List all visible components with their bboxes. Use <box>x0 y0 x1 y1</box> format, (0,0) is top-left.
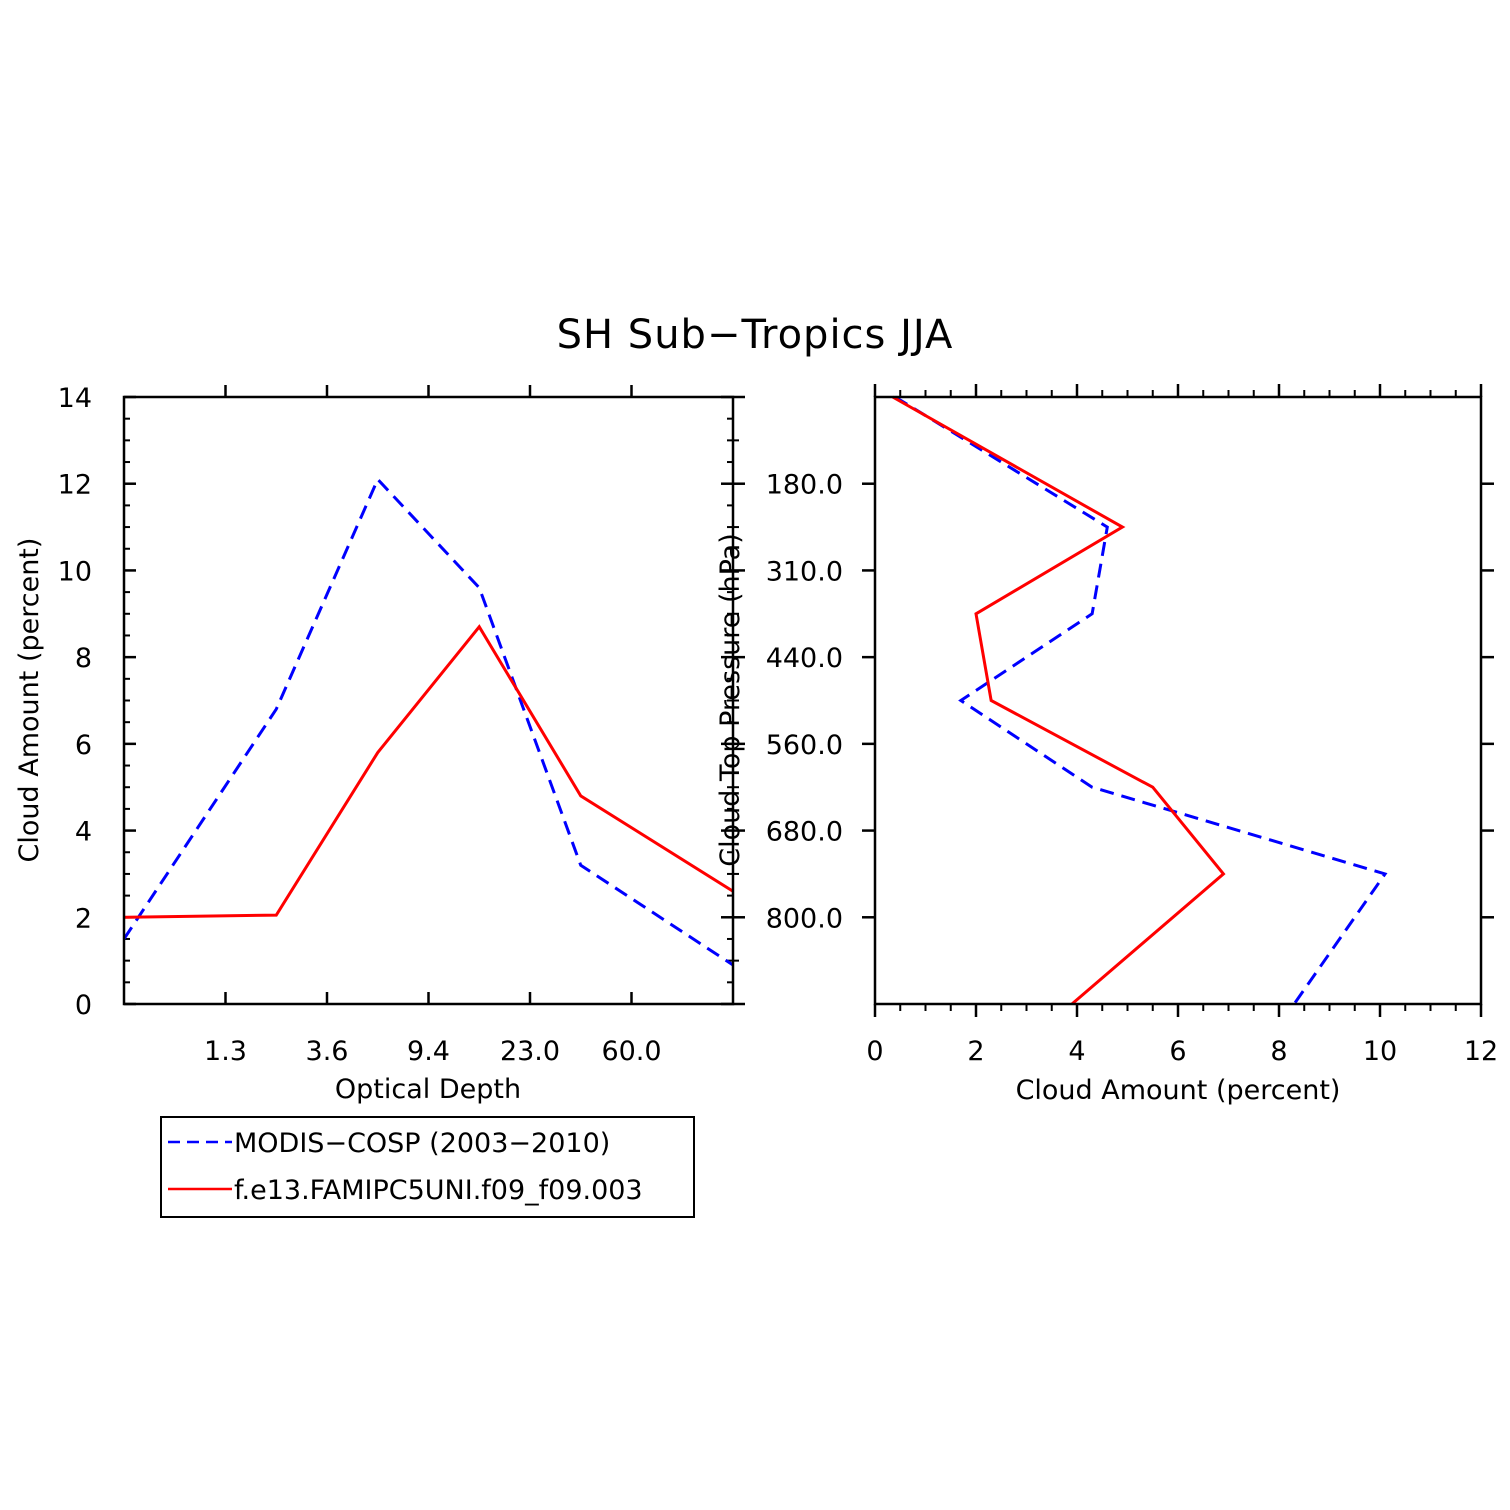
right-y-tick-label: 310.0 <box>766 556 843 587</box>
right-y-tick-label: 560.0 <box>766 730 843 761</box>
legend: MODIS−COSP (2003−2010) f.e13.FAMIPC5UNI.… <box>160 1116 695 1218</box>
left-tick-labels: 0 2 4 6 8 10 12 14 1.3 3.6 9.4 23.0 60.0 <box>58 383 662 1067</box>
left-x-tick-label: 60.0 <box>601 1036 661 1067</box>
left-line-model <box>123 624 734 919</box>
left-y-tick-label: 2 <box>75 903 92 934</box>
right-x-tick-label: 6 <box>1169 1036 1186 1067</box>
left-axis-ticks <box>124 385 745 1006</box>
chart-title: SH Sub−Tropics JJA <box>557 312 954 358</box>
right-y-axis-title: Cloud Top Pressure (hPa) <box>715 533 746 867</box>
right-x-tick-label: 10 <box>1363 1036 1397 1067</box>
right-x-tick-label: 4 <box>1068 1036 1085 1067</box>
legend-label-obs: MODIS−COSP (2003−2010) <box>234 1128 610 1159</box>
right-line-model <box>891 395 1226 1006</box>
right-x-tick-label: 8 <box>1270 1036 1287 1067</box>
legend-box <box>160 1116 695 1218</box>
right-y-tick-label: 440.0 <box>766 643 843 674</box>
left-plot-frame <box>122 395 735 1006</box>
left-y-tick-label: 6 <box>75 730 92 761</box>
legend-label-model: f.e13.FAMIPC5UNI.f09_f09.003 <box>234 1175 643 1206</box>
right-y-tick-label: 680.0 <box>766 817 843 848</box>
left-x-tick-label: 9.4 <box>407 1036 450 1067</box>
right-series-lines <box>891 395 1388 1006</box>
left-y-tick-label: 12 <box>58 470 92 501</box>
left-y-axis-title: Cloud Amount (percent) <box>14 538 45 863</box>
left-x-tick-label: 23.0 <box>500 1036 560 1067</box>
left-y-tick-label: 8 <box>75 643 92 674</box>
left-y-tick-label: 14 <box>58 383 92 414</box>
left-y-tick-label: 0 <box>75 990 92 1021</box>
left-y-tick-label: 4 <box>75 817 92 848</box>
right-y-tick-label: 800.0 <box>766 903 843 934</box>
left-x-axis-title: Optical Depth <box>335 1074 521 1105</box>
right-plot-frame <box>873 395 1483 1006</box>
left-line-obs <box>122 476 734 967</box>
left-y-tick-label: 10 <box>58 556 92 587</box>
right-tick-labels: 0 2 4 6 8 10 12 180.0 310.0 440.0 560.0 680.0 800.0 <box>766 470 1498 1067</box>
right-axis-ticks <box>862 384 1494 1017</box>
right-x-tick-label: 2 <box>967 1036 984 1067</box>
right-x-tick-label: 0 <box>866 1036 883 1067</box>
left-series-lines <box>122 476 734 967</box>
left-x-tick-label: 3.6 <box>306 1036 349 1067</box>
optical-depth-panel: 0 2 4 6 8 10 12 14 1.3 3.6 9.4 23.0 60.0 Optical Dep… <box>14 383 745 1105</box>
right-y-tick-label: 180.0 <box>766 470 843 501</box>
pressure-panel: 0 2 4 6 8 10 12180.0310.0440.0560.0680.0800.0 … <box>715 384 1498 1106</box>
left-x-tick-label: 1.3 <box>204 1036 247 1067</box>
right-x-axis-title: Cloud Amount (percent) <box>1016 1075 1341 1106</box>
right-line-obs <box>894 395 1388 1005</box>
right-x-tick-label: 12 <box>1464 1036 1498 1067</box>
